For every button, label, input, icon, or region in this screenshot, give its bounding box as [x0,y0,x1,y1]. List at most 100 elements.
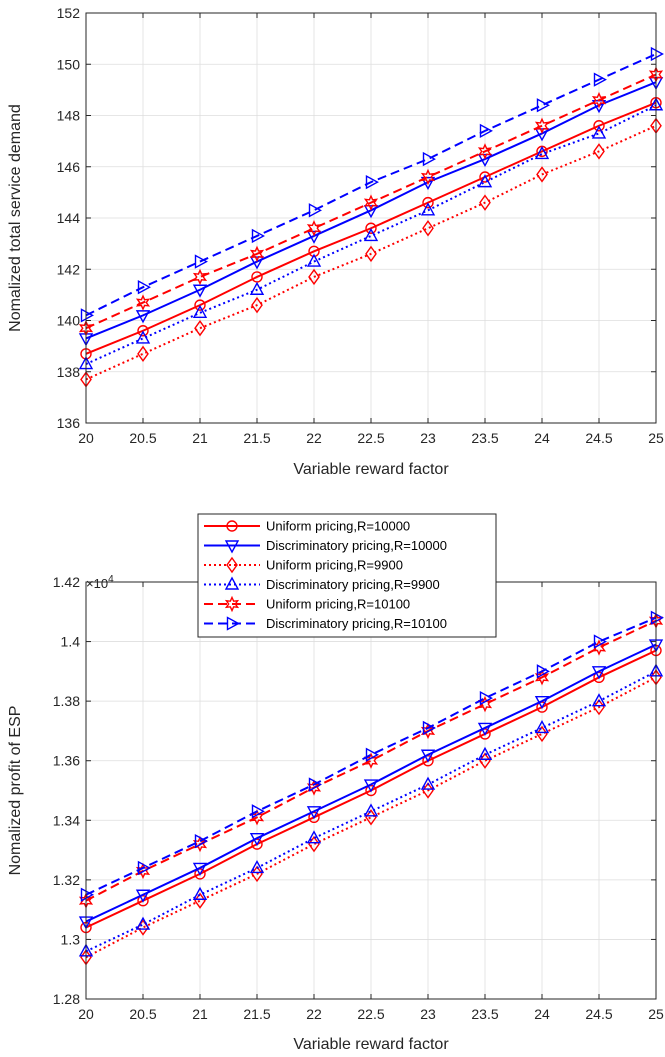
series-line [85,616,657,896]
y-tick-label: 148 [57,108,81,124]
data-point [479,752,491,769]
data-point [536,725,548,743]
data-point [591,693,607,707]
data-point [308,777,322,792]
data-point [192,304,208,319]
data-point [365,174,379,190]
data-point [363,227,379,242]
data-point [422,220,434,237]
legend-label: Uniform pricing,R=10100 [266,597,410,612]
x-tick-label: 23.5 [471,1006,498,1022]
x-tick-label: 21 [192,430,208,446]
y-tick-label: 152 [57,5,81,21]
y-tick-label: 1.4 [61,634,81,650]
data-point [249,281,265,295]
data-point [536,166,548,183]
data-point [591,125,607,139]
legend-entry: Uniform pricing,R=9900 [204,556,403,574]
series-line [85,676,657,959]
data-point [593,72,607,87]
x-tick-label: 23 [420,430,436,446]
data-point [477,722,493,736]
series-3 [78,663,664,957]
data-point [534,695,550,710]
y-axis-multiplier: ×104 [86,574,114,591]
data-point [534,145,550,160]
data-point [194,892,206,909]
data-point [192,886,208,900]
data-point [420,176,436,191]
series-5 [80,610,664,902]
x-tick-label: 24 [534,1006,550,1022]
legend-entry: Uniform pricing,R=10000 [204,519,410,534]
series-line [85,619,657,902]
data-point [363,779,379,793]
data-point [251,296,263,314]
x-tick-label: 20.5 [129,1006,156,1022]
data-point [534,117,550,134]
y-axis-label: Nomalized total service demand [7,104,24,332]
data-point [420,202,436,216]
data-point [422,196,434,209]
x-tick-label: 20.5 [129,430,156,446]
y-tick-label: 140 [57,313,81,329]
y-tick-label: 1.34 [53,812,80,828]
y-tick-label: 1.42 [53,574,80,590]
y-tick-label: 1.28 [53,991,80,1007]
data-point [363,803,379,817]
legend-label: Discriminatory pricing,R=9900 [266,577,440,592]
data-point [534,669,550,686]
legend-marker [224,576,240,590]
data-point [479,123,493,139]
y-tick-label: 1.32 [53,872,80,888]
legend: Uniform pricing,R=10000 Discriminatory pr… [197,513,497,638]
data-point [135,330,151,344]
y-tick-label: 1.3 [61,931,81,947]
data-point [306,806,322,820]
data-point [194,299,206,311]
legend-entry: Discriminatory pricing,R=10100 [204,616,447,631]
y-tick-label: 144 [57,210,81,226]
data-point [135,916,151,930]
data-point [137,325,149,337]
data-point [249,245,265,263]
x-tick-label: 22 [306,430,322,446]
data-point [80,887,94,902]
data-point [477,153,493,168]
x-tick-label: 25 [648,430,664,446]
x-tick-label: 20 [78,1006,94,1022]
series-line [85,643,657,923]
data-point [249,859,265,874]
data-point [479,194,491,211]
y-tick-label: 1.36 [53,753,80,769]
chart-total-service-demand: 20 20.5 21 21.5 22 22.5 23 23.5 24 24.5 25 136 138 14… [7,5,664,478]
data-point [591,91,607,109]
data-point [593,634,607,649]
data-point [308,268,320,286]
legend-marker [224,540,240,554]
chart-profit-of-esp: 20 20.5 21 21.5 22 22.5 23 23.5 24 24.5 25 1.28 1.3 1… [7,574,664,1053]
data-point [194,833,208,849]
data-point [251,804,265,819]
data-point [477,746,493,760]
x-axis-label: Variable reward factor [293,1036,449,1053]
series-line [85,670,657,953]
legend-entry: Discriminatory pricing,R=10000 [204,538,447,554]
x-tick-label: 21.5 [243,1006,270,1022]
legend-label: Uniform pricing,R=10000 [266,519,410,534]
data-point [194,254,208,269]
data-point [306,253,322,267]
data-point [135,889,151,903]
data-point [477,143,493,160]
series-2 [80,117,662,388]
data-point [536,664,550,679]
x-tick-label: 24.5 [585,1006,612,1022]
data-point [420,168,436,186]
y-tick-label: 150 [57,56,81,72]
data-point [593,143,605,160]
data-point [422,782,434,799]
data-point [192,862,208,876]
data-point [593,698,605,716]
data-point [306,830,322,844]
data-point [479,690,493,706]
